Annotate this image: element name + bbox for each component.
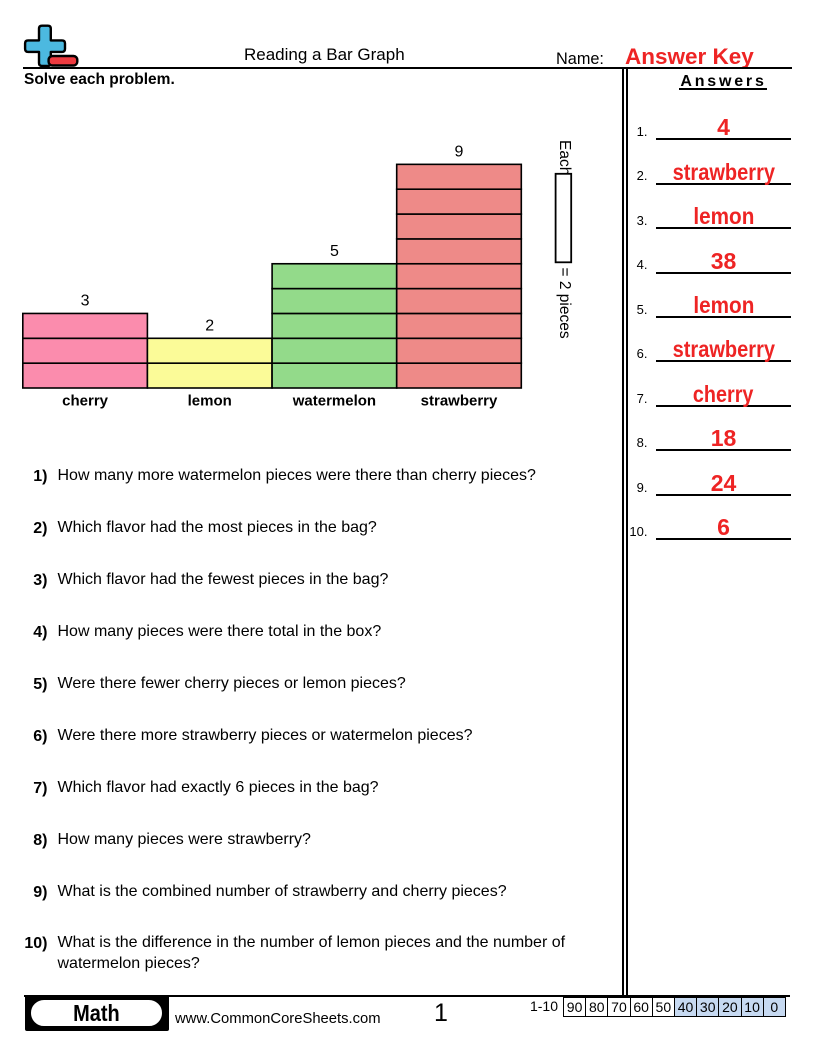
svg-text:strawberry: strawberry <box>421 393 498 410</box>
svg-text:= 2 pieces: = 2 pieces <box>556 268 573 339</box>
svg-text:watermelon: watermelon <box>292 393 376 410</box>
svg-text:9: 9 <box>455 143 464 160</box>
svg-text:lemon: lemon <box>188 393 232 410</box>
svg-text:5: 5 <box>330 243 339 260</box>
svg-text:cherry: cherry <box>62 393 109 410</box>
svg-text:3: 3 <box>81 292 90 309</box>
svg-text:Each: Each <box>556 140 573 175</box>
svg-text:2: 2 <box>205 317 214 334</box>
